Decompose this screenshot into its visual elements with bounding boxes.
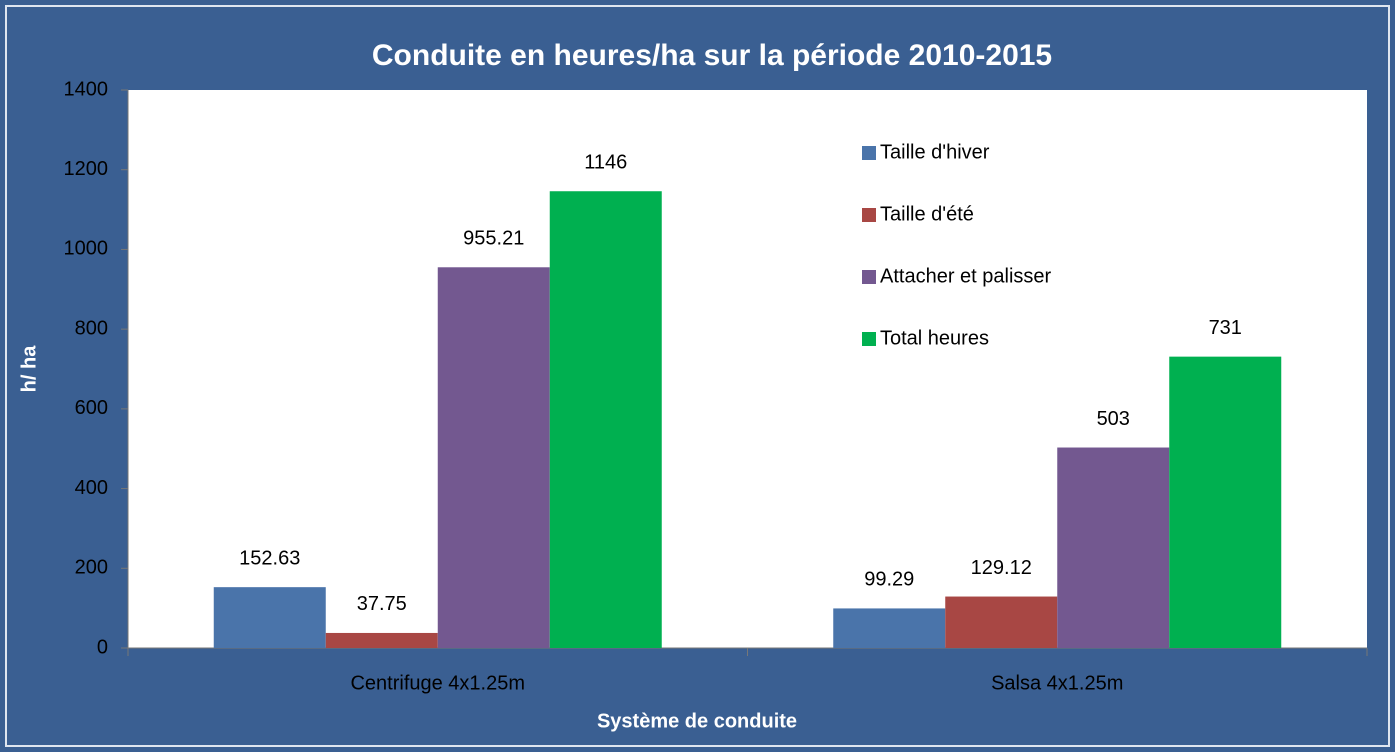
bar (213, 587, 326, 648)
legend-swatch (862, 332, 876, 346)
bar (1057, 447, 1170, 648)
legend-swatch (862, 146, 876, 160)
bar (1169, 356, 1282, 648)
x-tick-label: Salsa 4x1.25m (991, 672, 1123, 694)
value-label: 503 (1097, 408, 1130, 430)
value-label: 99.29 (864, 569, 914, 591)
y-tick-label: 200 (75, 557, 108, 579)
bar (833, 608, 946, 648)
y-tick-label: 1200 (64, 158, 109, 180)
value-label: 37.75 (357, 593, 407, 615)
bar (549, 191, 662, 649)
chart-title: Conduite en heures/ha sur la période 201… (372, 39, 1052, 72)
value-label: 955.21 (463, 228, 524, 250)
x-axis-label: Système de conduite (597, 710, 797, 732)
value-label: 152.63 (239, 547, 300, 569)
value-label: 1146 (584, 152, 627, 174)
legend-label: Total heures (880, 327, 989, 349)
legend-label: Taille d'hiver (880, 141, 990, 163)
legend-swatch (862, 270, 876, 284)
y-tick-label: 400 (75, 477, 108, 499)
y-tick-label: 1000 (64, 238, 109, 260)
y-axis-label: h/ ha (18, 345, 40, 393)
bar (945, 596, 1058, 648)
value-label: 731 (1209, 317, 1242, 339)
frame (5, 5, 1390, 747)
y-tick-label: 1400 (64, 78, 109, 100)
bar (437, 267, 550, 648)
value-label: 129.12 (971, 557, 1032, 579)
bar (325, 632, 438, 648)
legend-label: Attacher et palisser (880, 265, 1052, 287)
y-tick-label: 0 (97, 636, 108, 658)
y-tick-label: 600 (75, 397, 108, 419)
x-tick-label: Centrifuge 4x1.25m (350, 672, 525, 694)
y-tick-label: 800 (75, 317, 108, 339)
legend-label: Taille d'été (880, 203, 974, 225)
legend-swatch (862, 208, 876, 222)
